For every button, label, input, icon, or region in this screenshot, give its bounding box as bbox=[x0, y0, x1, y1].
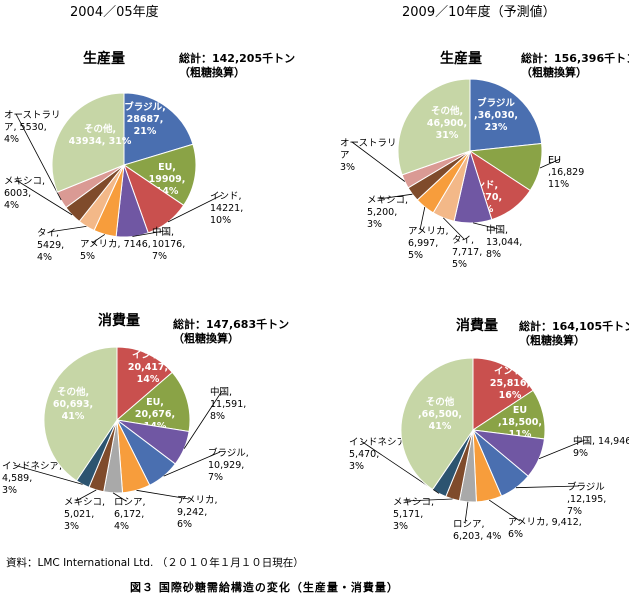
pie-slice-8 bbox=[43, 346, 118, 482]
pie-slice-8 bbox=[397, 78, 471, 176]
source-note: 資料：LMC International Ltd. （２０１０年１月１０日現在） bbox=[6, 556, 304, 569]
leader-line bbox=[136, 489, 190, 500]
leader-line bbox=[539, 158, 561, 169]
chart-total: 総計：156,396千トン bbox=[521, 51, 629, 65]
slice-label: EU ,16,829 11% bbox=[548, 155, 584, 190]
pie-production-2009: 生産量 総計：156,396千トン（粗糖換算） ブラジル,36,030, 23% EU,… bbox=[340, 50, 629, 270]
chart-title: 消費量 bbox=[456, 317, 498, 334]
leader-line bbox=[15, 179, 73, 216]
leader-line bbox=[488, 499, 521, 522]
slice-label: 中国, 14,946, 9% bbox=[573, 435, 629, 459]
chart-total: 総計：142,205千トン bbox=[179, 51, 295, 65]
header-left: 2004／05年度 bbox=[70, 4, 159, 20]
chart-title: 生産量 bbox=[440, 50, 482, 67]
chart-total: 総計：147,683千トン bbox=[173, 317, 289, 331]
slice-label: 中国, 10176, 7% bbox=[152, 226, 185, 262]
slice-label: ブラジル, 28687, 21% bbox=[124, 101, 165, 137]
slice-label: アメリカ, 9,242, 6% bbox=[177, 495, 218, 530]
chart-total-note: （粗糖換算） bbox=[521, 65, 587, 79]
leader-line bbox=[538, 439, 586, 460]
pie-consumption-2009: 消費量 総計：164,105千トン（粗糖換算） インド, 25,816, 16% EU ,1… bbox=[349, 317, 629, 542]
pie-slice-0 bbox=[472, 357, 534, 431]
slice-label: EU ,18,500, 11% bbox=[498, 405, 542, 440]
slice-label: タイ, 5429, 4% bbox=[37, 228, 64, 263]
leader-line bbox=[48, 226, 87, 233]
pie-slice-1 bbox=[115, 371, 191, 433]
slice-label: メキシコ, 5,200, 3% bbox=[367, 195, 408, 230]
leader-line bbox=[404, 498, 453, 502]
slice-label: ブラジル,12,195, 7% bbox=[567, 481, 606, 517]
chart-total-note: （粗糖換算） bbox=[519, 333, 585, 347]
leader-line bbox=[163, 451, 221, 477]
leader-line bbox=[15, 113, 62, 201]
slice-label: その他, 43934, 31% bbox=[69, 123, 132, 147]
slice-label: メキシコ, 5,021, 3% bbox=[64, 497, 105, 532]
slice-label: オーストラリア 3% bbox=[340, 138, 397, 173]
slice-label: メキシコ, 5,171, 3% bbox=[393, 497, 434, 532]
slice-label: タイ, 7,717, 5% bbox=[452, 235, 482, 270]
slice-label: インド, 25,816, 16% bbox=[490, 366, 530, 401]
pie-slice-1 bbox=[122, 143, 197, 207]
leader-line bbox=[132, 230, 165, 237]
slice-label: インド, 14221, 10% bbox=[210, 191, 243, 226]
pie-slice-0 bbox=[123, 92, 194, 166]
slice-label: オーストラリア, 5530, 4% bbox=[4, 110, 61, 145]
leader-line bbox=[13, 464, 83, 485]
pie-consumption-2004: 消費量 総計：147,683千トン（粗糖換算）インド, 20,417, 14%EU, 2… bbox=[2, 312, 289, 532]
slice-label: インドネシア, 5,470, 3% bbox=[349, 437, 409, 472]
chart-total: 総計：164,105千トン bbox=[519, 319, 629, 333]
leader-line bbox=[75, 489, 97, 502]
chart-title: 消費量 bbox=[98, 312, 140, 329]
pie-slice-0 bbox=[116, 346, 173, 422]
slice-label: ブラジル, 10,929, 7% bbox=[208, 447, 249, 483]
chart-title: 生産量 bbox=[83, 50, 125, 67]
slice-label: ロシア, 6,203, 4% bbox=[453, 519, 501, 542]
leader-line bbox=[91, 234, 106, 244]
leader-line bbox=[167, 194, 223, 223]
slice-label: その他, 60,693, 41% bbox=[53, 386, 93, 422]
slice-label: メキシコ, 6003, 4% bbox=[4, 176, 45, 211]
leader-line bbox=[378, 193, 413, 200]
leader-line bbox=[112, 492, 127, 502]
pie-slice-0 bbox=[469, 78, 543, 152]
leader-line bbox=[464, 501, 469, 524]
slice-label: インドネシア, 4,589, 3% bbox=[2, 461, 62, 496]
chart-total-note: （粗糖換算） bbox=[179, 65, 245, 79]
leader-line bbox=[473, 222, 499, 230]
slice-label: 中国, 13,044, 8% bbox=[486, 224, 522, 260]
slice-label: インド, 20,417, 14% bbox=[128, 350, 168, 385]
slice-label: アメリカ, 7146, 5% bbox=[80, 239, 151, 262]
leader-line bbox=[183, 390, 223, 449]
pie-production-2004: 生産量 総計：142,205千トン（粗糖換算） ブラジル, 28687, 21% EU, 1… bbox=[4, 50, 295, 263]
slice-label: その他,66,500, 41% bbox=[418, 396, 462, 432]
slice-label: アメリカ, 6,997, 5% bbox=[408, 226, 449, 261]
slice-label: ロシア, 6,172, 4% bbox=[114, 497, 146, 532]
leader-line bbox=[351, 141, 406, 182]
slice-label: ブラジル,36,030, 23% bbox=[474, 97, 518, 133]
header-right: 2009／10年度（予測値） bbox=[402, 4, 556, 20]
slice-label: アメリカ, 9,412, 6% bbox=[508, 517, 582, 540]
figure-caption: 図３ 国際砂糖需給構造の変化（生産量・消費量） bbox=[130, 580, 399, 594]
slice-label: EU, 19909, 14% bbox=[149, 162, 186, 197]
pie-slice-8 bbox=[51, 92, 125, 193]
leader-line bbox=[443, 217, 465, 240]
pie-slice-8 bbox=[400, 357, 474, 491]
leader-line bbox=[515, 485, 580, 489]
slice-label: 中国, 11,591, 8% bbox=[210, 386, 246, 422]
chart-total-note: （粗糖換算） bbox=[173, 331, 239, 345]
leader-line bbox=[419, 206, 426, 231]
slice-label: その他, 46,900, 31% bbox=[427, 105, 467, 141]
